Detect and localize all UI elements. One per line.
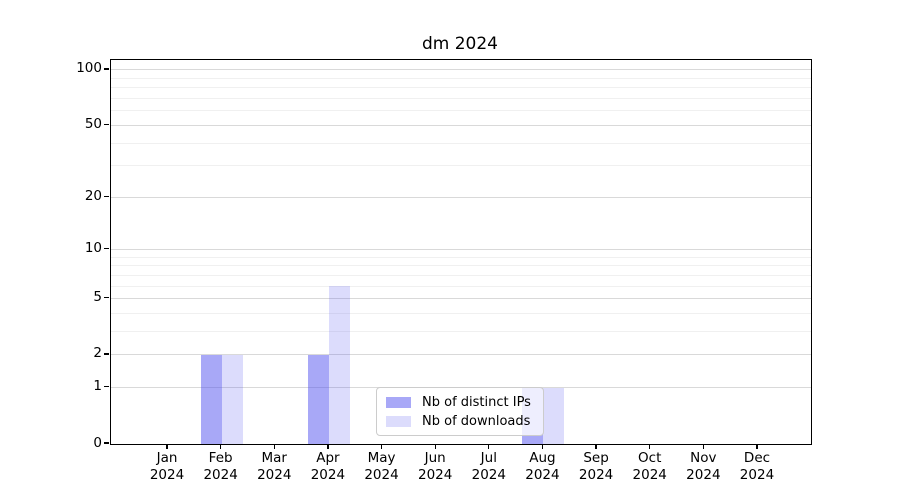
legend-swatch-distinct-ips (386, 397, 411, 408)
x-tick-label: Aug 2024 (512, 450, 572, 483)
x-tick-label: Dec 2024 (727, 450, 787, 483)
legend-item-distinct-ips: Nb of distinct IPs (386, 393, 534, 412)
x-tick-year: 2024 (525, 466, 560, 483)
x-tick-year: 2024 (310, 466, 346, 483)
x-tick (756, 444, 758, 449)
x-tick-label: Jun 2024 (405, 450, 465, 483)
x-tick-label: Oct 2024 (620, 450, 680, 483)
y-tick-label: 20 (84, 187, 102, 204)
x-tick (219, 444, 222, 449)
x-tick (702, 444, 704, 449)
x-tick-year: 2024 (257, 466, 292, 483)
x-tick-label: Jul 2024 (459, 450, 519, 483)
bar-downloads-aug (543, 387, 565, 444)
gridline-minor (111, 256, 811, 258)
x-tick (488, 444, 490, 449)
x-tick (649, 444, 651, 449)
x-tick-month: Sep (583, 450, 609, 466)
x-tick-year: 2024 (149, 466, 185, 483)
x-tick-year: 2024 (417, 466, 453, 483)
x-tick-year: 2024 (686, 466, 721, 483)
x-tick (166, 444, 168, 449)
gridline-minor (111, 265, 811, 267)
legend-item-downloads: Nb of downloads (386, 412, 534, 431)
y-tick (104, 297, 109, 299)
bar-downloads-feb (221, 354, 243, 444)
x-tick-month: Jan (156, 450, 178, 466)
x-tick (273, 444, 275, 449)
y-tick (104, 353, 109, 355)
gridline-minor (111, 87, 811, 89)
x-tick-year: 2024 (364, 466, 399, 483)
y-tick (104, 123, 109, 125)
y-tick-label: 2 (93, 345, 102, 362)
gridline-major (111, 124, 811, 126)
x-tick-year: 2024 (471, 466, 506, 483)
x-tick-month: Oct (638, 450, 662, 466)
gridline-minor (111, 313, 811, 315)
legend-swatch-downloads (386, 416, 411, 427)
x-tick-label: Mar 2024 (244, 450, 304, 483)
y-tick-label: 5 (93, 289, 102, 306)
gridline-minor (111, 274, 811, 276)
x-tick-label: May 2024 (352, 450, 412, 483)
legend-label-downloads: Nb of downloads (422, 414, 531, 429)
y-tick-label: 10 (84, 240, 102, 257)
x-tick-label: Feb 2024 (191, 450, 251, 483)
x-tick (541, 444, 544, 449)
x-tick-month: Nov (690, 450, 717, 466)
y-tick-label: 0 (93, 434, 102, 451)
x-tick-month: Jun (424, 450, 446, 466)
gridline-minor (111, 98, 811, 100)
x-tick-month: May (367, 450, 396, 466)
x-tick-year: 2024 (203, 466, 238, 483)
x-tick-month: Dec (743, 450, 771, 466)
x-tick-month: Mar (261, 450, 287, 466)
x-tick-month: Jul (480, 450, 497, 466)
gridline-major (111, 354, 811, 356)
gridline-major (111, 249, 811, 251)
y-tick-label: 1 (93, 378, 102, 395)
gridline-major (111, 69, 811, 71)
x-tick-month: Apr (316, 450, 340, 466)
y-tick-label: 100 (76, 60, 102, 77)
x-tick (327, 444, 329, 449)
gridline-major (111, 196, 811, 198)
x-tick-year: 2024 (739, 466, 775, 483)
gridline-major (111, 298, 811, 300)
gridline-minor (111, 77, 811, 79)
gridline-minor (111, 331, 811, 333)
plot-area: Nb of distinct IPs Nb of downloads (110, 59, 812, 445)
legend: Nb of distinct IPs Nb of downloads (376, 387, 544, 436)
legend-label-distinct-ips: Nb of distinct IPs (422, 395, 531, 410)
chart-title: dm 2024 (421, 34, 499, 54)
y-tick (104, 248, 109, 250)
x-tick-year: 2024 (632, 466, 667, 483)
gridline-minor (111, 285, 811, 287)
x-tick-month: Feb (208, 450, 233, 466)
x-tick-month: Aug (529, 450, 556, 466)
gridline-minor (111, 110, 811, 112)
x-tick-label: Jan 2024 (137, 450, 197, 483)
y-tick (104, 68, 109, 70)
x-tick-year: 2024 (578, 466, 614, 483)
x-tick-label: Nov 2024 (673, 450, 733, 483)
bar-distinct-ips-apr (307, 354, 329, 444)
gridline-minor (111, 142, 811, 144)
y-tick (104, 442, 109, 444)
bar-distinct-ips-feb (200, 354, 222, 444)
x-tick (434, 444, 436, 449)
x-tick-label: Sep 2024 (566, 450, 626, 483)
y-tick (104, 386, 109, 388)
y-tick (104, 195, 109, 197)
bar-downloads-apr (328, 286, 350, 444)
gridline-minor (111, 165, 811, 167)
y-tick-label: 50 (84, 115, 102, 132)
x-tick-label: Apr 2024 (298, 450, 358, 483)
x-tick (380, 444, 383, 449)
x-tick (595, 444, 597, 449)
